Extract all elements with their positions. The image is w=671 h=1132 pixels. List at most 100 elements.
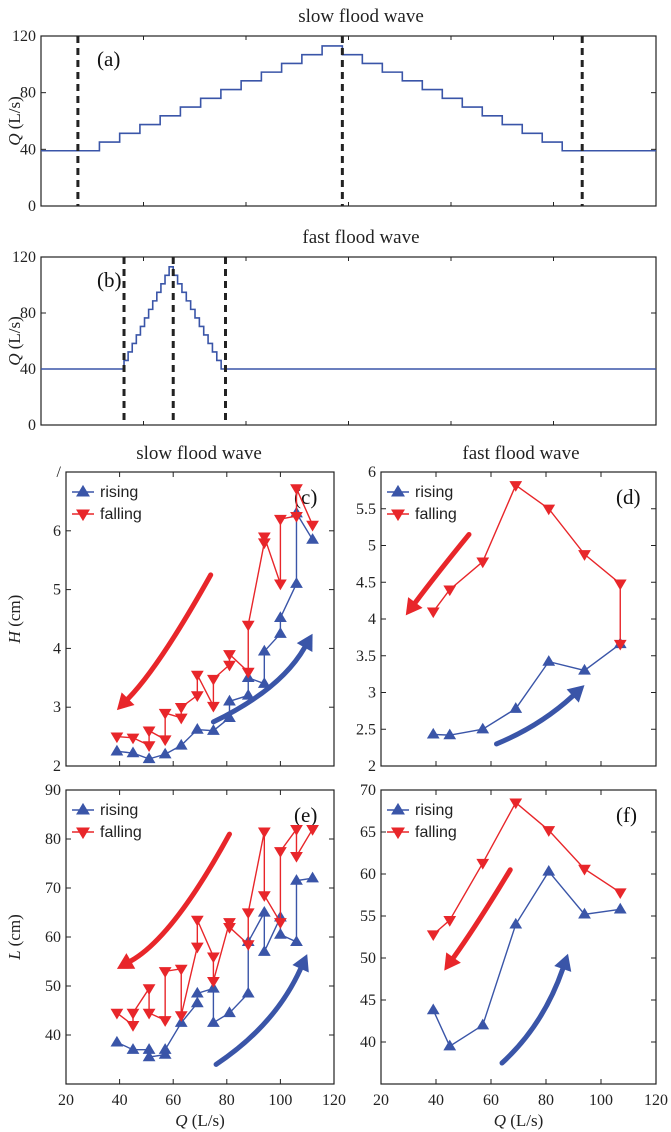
y-tick-label-f: 60 xyxy=(360,866,376,883)
legend-marker-rising-e xyxy=(76,802,90,815)
marker-falling-d xyxy=(509,481,523,492)
marker-rising-e xyxy=(257,945,271,956)
marker-rising-c xyxy=(142,752,156,764)
x-tick-label-f: 60 xyxy=(483,1092,499,1109)
y-tick-label-f: 45 xyxy=(360,992,376,1009)
axes-frame-b xyxy=(40,256,657,426)
panel-label-c: (c) xyxy=(294,485,317,509)
marker-falling-d xyxy=(613,579,627,591)
legend-marker-falling-d xyxy=(391,509,405,522)
marker-rising-c xyxy=(174,738,188,750)
y-axis-label-c: H (cm) xyxy=(5,595,24,645)
y-tick-label-a: 80 xyxy=(20,85,36,102)
panel-label-a: (a) xyxy=(97,47,120,71)
x-tick-label-e: 120 xyxy=(322,1092,346,1109)
marker-falling-c xyxy=(142,726,156,738)
marker-rising-d xyxy=(578,663,591,675)
panel-a: 0 40 80 120 Q (L/s) (a) xyxy=(5,28,657,215)
title-slow-top: slow flood wave xyxy=(298,6,424,27)
y-tick-label-c: 5 xyxy=(53,582,61,599)
y-tick-label-e: 70 xyxy=(45,880,61,897)
x-tick-label-f: 80 xyxy=(538,1092,554,1109)
panel-label-e: (e) xyxy=(294,803,317,827)
series-line-falling-f xyxy=(432,801,621,936)
marker-rising-e xyxy=(223,1006,236,1018)
legend-marker-rising-d xyxy=(391,484,405,497)
marker-rising-e xyxy=(190,986,204,998)
y-tick-label-c: 4 xyxy=(53,640,61,657)
x-axis-label-e: Q (L/s) xyxy=(175,1111,225,1130)
marker-falling-c xyxy=(190,691,204,702)
marker-falling-c xyxy=(207,674,220,686)
marker-falling-e xyxy=(274,847,287,858)
panel-f: 40 45 50 55 60 65 70 20 40 60 80 100 120 Q (L/s) (f) ri… xyxy=(360,782,668,1130)
marker-rising-d xyxy=(509,702,523,713)
marker-falling-d xyxy=(426,607,440,619)
y-axis-label-e: L (cm) xyxy=(5,914,24,961)
marker-falling-e xyxy=(241,908,255,920)
y-tick-label-d: 4.5 xyxy=(356,574,376,591)
x-tick-label-f: 120 xyxy=(644,1092,668,1109)
marker-falling-c xyxy=(274,514,287,526)
marker-rising-c xyxy=(190,723,204,734)
marker-falling-e xyxy=(174,1011,188,1022)
marker-falling-c xyxy=(290,511,303,523)
y-tick-label-d: 2.5 xyxy=(356,721,376,738)
marker-falling-c xyxy=(190,670,204,682)
marker-rising-e xyxy=(207,1016,220,1027)
marker-falling-c xyxy=(174,713,188,725)
axes-frame-f xyxy=(380,789,657,1085)
legend-label-falling-d: falling xyxy=(415,506,457,523)
trend-arrow-rising-d xyxy=(494,693,576,747)
marker-rising-c xyxy=(257,677,271,688)
marker-rising-c xyxy=(223,694,236,706)
marker-falling-e xyxy=(142,984,156,995)
legend-marker-rising-c xyxy=(76,484,90,497)
x-tick-label-f: 40 xyxy=(428,1092,444,1109)
y-tick-label-f: 65 xyxy=(360,824,376,841)
marker-falling-e xyxy=(207,952,220,964)
y-tick-label-e: 90 xyxy=(45,782,61,799)
marker-falling-c xyxy=(257,532,271,544)
trend-arrow-head-rising-f xyxy=(554,953,572,972)
marker-rising-c xyxy=(223,711,236,722)
y-tick-label-f: 50 xyxy=(360,950,376,967)
marker-falling-c xyxy=(306,520,319,532)
marker-falling-f xyxy=(426,930,440,942)
marker-falling-e xyxy=(142,1008,156,1020)
marker-falling-d xyxy=(443,585,457,597)
trend-arrow-rising-c xyxy=(210,645,308,725)
y-tick-label-f: 70 xyxy=(360,782,376,799)
legend-label-falling-f: falling xyxy=(415,824,457,841)
x-tick-label-e: 80 xyxy=(219,1092,235,1109)
marker-rising-f xyxy=(476,1018,490,1030)
marker-falling-f xyxy=(578,864,591,876)
trend-arrow-falling-f xyxy=(451,867,513,961)
series-line-rising-d xyxy=(433,643,621,736)
y-tick-label-d: 2 xyxy=(368,758,376,775)
marker-falling-e xyxy=(126,1021,140,1032)
marker-falling-e xyxy=(126,1008,140,1020)
marker-falling-e xyxy=(190,942,204,954)
marker-falling-c xyxy=(207,701,220,713)
marker-falling-f xyxy=(476,858,490,870)
series-line-falling-d xyxy=(432,484,621,644)
marker-falling-c xyxy=(110,732,124,744)
discharge-hydrograph-b xyxy=(41,266,656,370)
y-tick-label-d: 4 xyxy=(368,611,376,628)
marker-falling-f xyxy=(613,888,627,900)
y-tick-label-f: 55 xyxy=(360,908,376,925)
marker-rising-c xyxy=(158,747,172,759)
marker-rising-e xyxy=(142,1043,156,1054)
marker-rising-e xyxy=(126,1043,140,1054)
marker-rising-e xyxy=(274,928,287,939)
x-tick-label-f: 20 xyxy=(373,1092,389,1109)
axes-frame-a xyxy=(40,35,657,207)
marker-rising-e xyxy=(290,935,303,947)
trend-arrow-head-rising-c xyxy=(296,633,313,653)
marker-falling-c xyxy=(257,538,271,550)
y-tick-label-f: 40 xyxy=(360,1034,376,1051)
marker-falling-d xyxy=(542,504,556,516)
